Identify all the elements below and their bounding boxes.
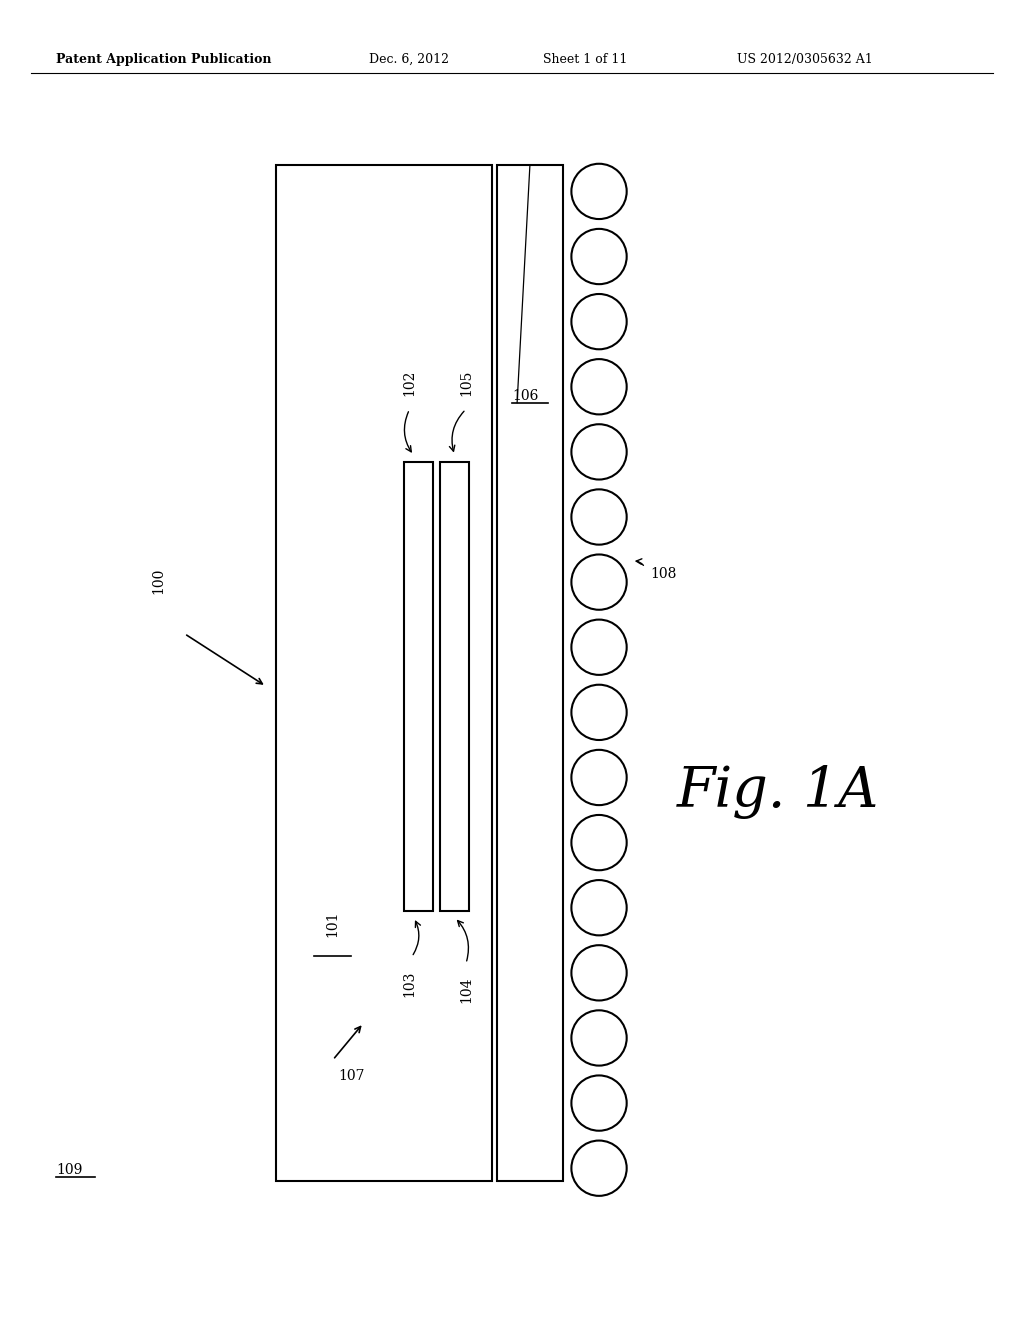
Text: 102: 102 [402,370,417,396]
Text: 100: 100 [152,568,166,594]
Bar [404,462,433,911]
Ellipse shape [571,1010,627,1065]
Ellipse shape [571,685,627,741]
Ellipse shape [571,554,627,610]
Ellipse shape [571,945,627,1001]
Ellipse shape [571,164,627,219]
Text: 109: 109 [56,1163,83,1177]
Ellipse shape [571,750,627,805]
Text: 106: 106 [512,388,539,403]
Ellipse shape [571,619,627,675]
Text: Sheet 1 of 11: Sheet 1 of 11 [543,53,627,66]
Bar [497,165,563,1181]
Text: US 2012/0305632 A1: US 2012/0305632 A1 [737,53,873,66]
Ellipse shape [571,490,627,545]
Text: 101: 101 [326,911,340,937]
Text: Fig. 1A: Fig. 1A [677,764,880,820]
Text: 107: 107 [338,1069,365,1082]
Bar [276,165,492,1181]
Ellipse shape [571,359,627,414]
Bar [440,462,469,911]
Text: 105: 105 [459,370,473,396]
Ellipse shape [571,294,627,350]
Text: Dec. 6, 2012: Dec. 6, 2012 [369,53,449,66]
Ellipse shape [571,880,627,936]
Ellipse shape [571,1076,627,1131]
Text: 108: 108 [650,568,677,581]
Text: 104: 104 [459,977,473,1003]
Text: 103: 103 [402,970,417,997]
Ellipse shape [571,228,627,284]
Ellipse shape [571,814,627,870]
Text: Patent Application Publication: Patent Application Publication [56,53,271,66]
Ellipse shape [571,424,627,479]
Ellipse shape [571,1140,627,1196]
